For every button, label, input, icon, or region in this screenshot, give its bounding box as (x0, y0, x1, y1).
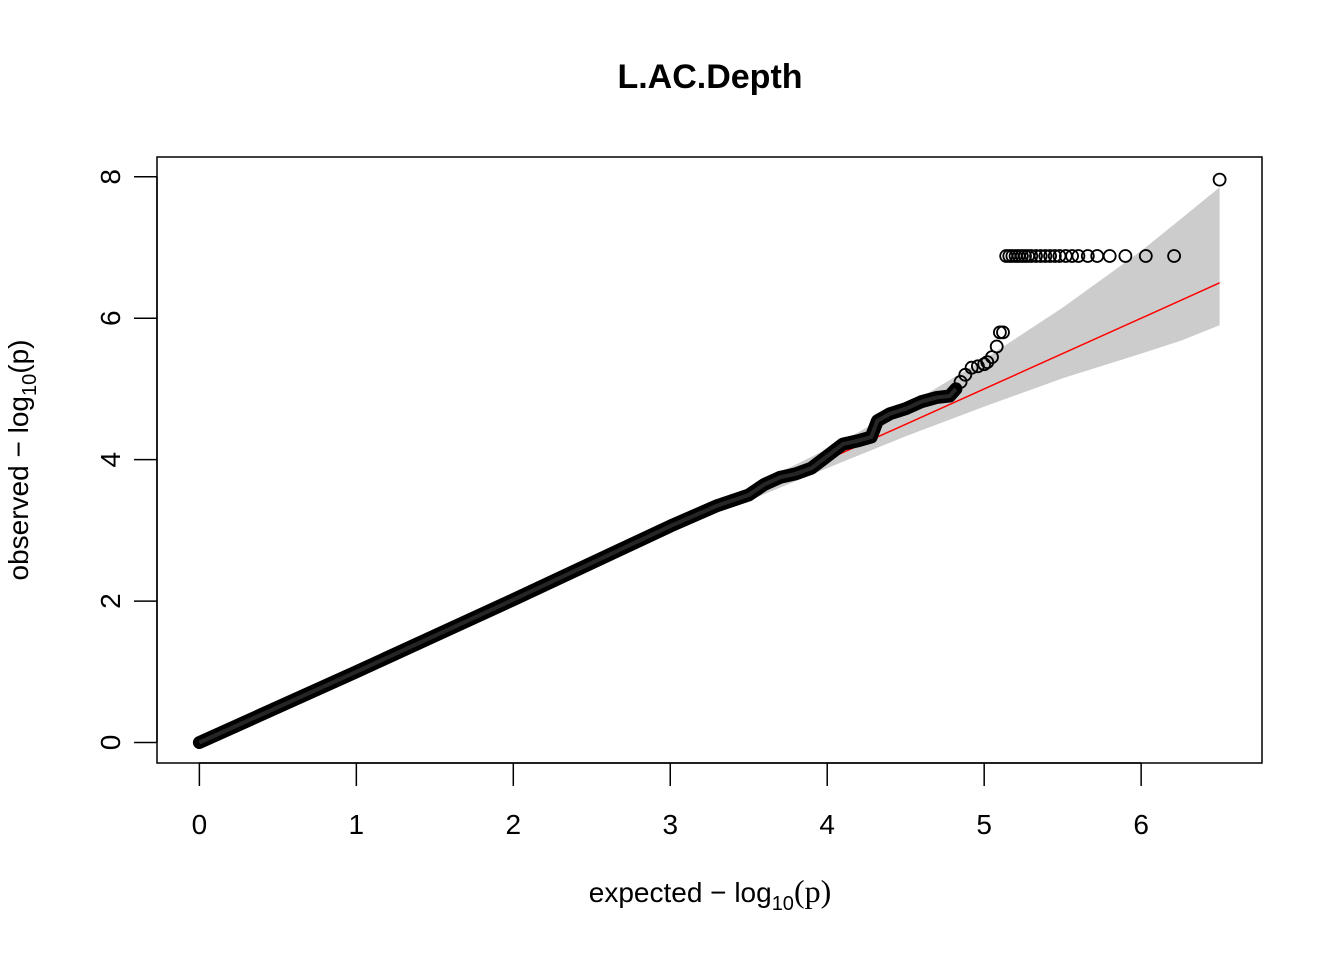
x-tick-label: 6 (1133, 809, 1149, 840)
data-point (953, 374, 968, 389)
data-point (1102, 249, 1117, 263)
x-tick-label: 5 (976, 809, 992, 840)
data-point (1033, 249, 1048, 263)
data-point (1138, 249, 1153, 263)
y-axis: 0 2 4 6 8 (95, 169, 158, 751)
x-tick-label: 2 (506, 809, 522, 840)
data-point (1038, 249, 1053, 263)
y-tick-label: 0 (95, 735, 126, 751)
data-points-layer (953, 172, 1227, 389)
confidence-band (748, 187, 1220, 501)
data-point (1047, 249, 1062, 263)
x-tick-label: 3 (662, 809, 678, 840)
y-axis-label-arg: (p) (3, 340, 34, 374)
x-tick-label: 4 (819, 809, 835, 840)
confidence-band-layer (748, 187, 1220, 501)
chart-title: L.AC.Depth (617, 58, 803, 96)
data-point (1080, 249, 1095, 263)
data-point (964, 360, 979, 375)
x-axis-label-sub: 10 (772, 893, 794, 915)
y-tick-label: 6 (95, 310, 126, 326)
data-point (1024, 249, 1039, 263)
y-axis-label: observed − log10(p) (3, 340, 41, 581)
data-point (996, 325, 1010, 340)
x-tick-label: 1 (349, 809, 365, 840)
y-axis-label-log: log (3, 396, 34, 433)
x-axis-label-prefix: expected (589, 877, 703, 908)
y-axis-label-minus: − (3, 441, 34, 457)
x-axis-label: expected − log10(p) (589, 873, 832, 915)
x-axis-label-arg: (p) (794, 873, 831, 909)
observed-trend-layer (192, 382, 963, 749)
observed-trend-highlight (198, 387, 958, 745)
x-axis: 0 1 2 3 4 5 6 (192, 762, 1149, 840)
data-point (989, 339, 1004, 354)
x-axis-label-minus: − (710, 877, 726, 908)
x-tick-label: 0 (192, 809, 208, 840)
data-point (1212, 172, 1227, 187)
y-axis-label-sub: 10 (19, 374, 41, 396)
y-tick-label: 2 (95, 593, 126, 609)
observed-trend (192, 382, 963, 749)
y-axis-label-prefix: observed (3, 465, 34, 580)
data-point (1043, 249, 1057, 263)
x-axis-label-log: log (734, 877, 771, 908)
y-tick-label: 4 (95, 452, 126, 468)
data-point (977, 357, 992, 372)
data-point (1118, 249, 1133, 263)
plot-frame (156, 156, 1263, 764)
y-tick-label: 8 (95, 169, 126, 185)
data-point (1167, 249, 1181, 263)
data-point (1071, 249, 1086, 263)
data-point (1065, 249, 1079, 263)
data-point (1029, 249, 1043, 263)
